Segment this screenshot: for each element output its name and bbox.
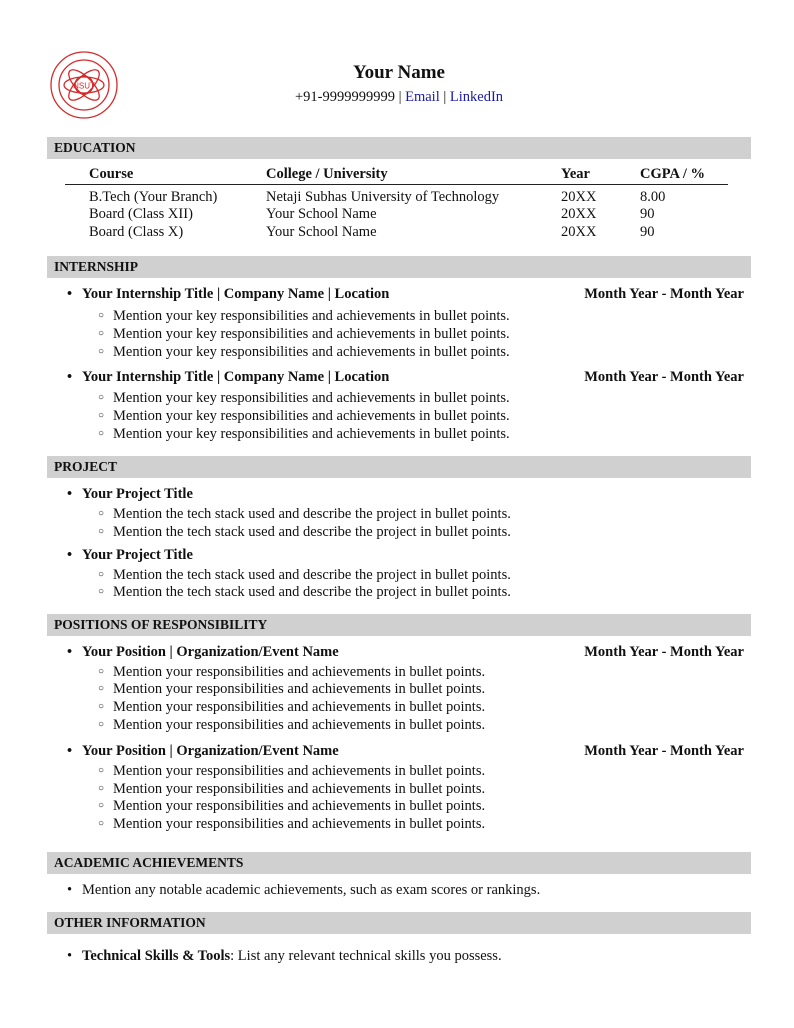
bullet-point: Mention the tech stack used and describe… [98, 523, 511, 541]
skills-label: Technical Skills & Tools [82, 948, 231, 964]
bullet-point: Mention your key responsibilities and ac… [98, 307, 510, 325]
skills-line: Technical Skills & Tools: List any relev… [67, 947, 502, 965]
phone: +91-9999999999 [294, 89, 395, 105]
section-title: OTHER INFORMATION [54, 915, 206, 930]
entry-heading: Your Project Title [67, 485, 193, 503]
separator: | [443, 89, 447, 105]
entry-date: Month Year - Month Year [584, 743, 744, 759]
table-rule [65, 184, 728, 185]
entry-date: Month Year - Month Year [584, 286, 744, 302]
contact-line: +91-9999999999 | Email | LinkedIn [0, 88, 794, 106]
section-title: POSITIONS OF RESPONSIBILITY [54, 617, 268, 632]
email-link[interactable]: Email [405, 89, 440, 105]
bullet-point: Mention your key responsibilities and ac… [98, 407, 510, 425]
skills-text: : List any relevant technical skills you… [230, 948, 502, 964]
bullet-point: Mention your key responsibilities and ac… [98, 389, 510, 407]
section-title: ACADEMIC ACHIEVEMENTS [54, 855, 244, 870]
bullet-point: Mention your responsibilities and achiev… [98, 780, 485, 798]
entry-heading: Your Internship Title | Company Name | L… [67, 285, 389, 303]
bullet-point: Mention any notable academic achievement… [67, 881, 540, 899]
bullet-point: Mention your responsibilities and achiev… [98, 698, 485, 716]
entry-date: Month Year - Month Year [584, 369, 744, 385]
section-internship: INTERNSHIP [47, 256, 751, 278]
candidate-name: Your Name [352, 62, 445, 83]
bullet-point: Mention your responsibilities and achiev… [98, 815, 485, 833]
bullet-point: Mention your responsibilities and achiev… [98, 663, 485, 681]
section-other: OTHER INFORMATION [47, 912, 751, 934]
bullet-point: Mention the tech stack used and describe… [98, 505, 511, 523]
table-cell: Your School Name [266, 224, 377, 240]
table-cell: 20XX [561, 206, 597, 222]
section-academic: ACADEMIC ACHIEVEMENTS [47, 852, 751, 874]
table-cell: 8.00 [640, 189, 666, 205]
table-cell: Board (Class X) [89, 224, 184, 240]
bullet-point: Mention the tech stack used and describe… [98, 566, 511, 584]
bullet-point: Mention the tech stack used and describe… [98, 583, 511, 601]
table-cell: Your School Name [266, 206, 377, 222]
entry-date: Month Year - Month Year [584, 644, 744, 660]
bullet-point: Mention your responsibilities and achiev… [98, 762, 485, 780]
section-education: EDUCATION [47, 137, 751, 159]
table-cell: 20XX [561, 189, 597, 205]
bullet-point: Mention your key responsibilities and ac… [98, 425, 510, 443]
table-cell: B.Tech (Your Branch) [89, 189, 218, 205]
nsut-logo: NSUT [50, 51, 118, 119]
entry-heading: Your Position | Organization/Event Name [67, 742, 339, 760]
entry-heading: Your Internship Title | Company Name | L… [67, 368, 389, 386]
section-title: EDUCATION [54, 140, 136, 155]
table-cell: Board (Class XII) [89, 206, 193, 222]
svg-text:NSUT: NSUT [73, 82, 95, 91]
bullet-point: Mention your responsibilities and achiev… [98, 797, 485, 815]
bullet-point: Mention your key responsibilities and ac… [98, 343, 510, 361]
bullet-point: Mention your responsibilities and achiev… [98, 680, 485, 698]
col-course: Course [89, 166, 134, 182]
section-project: PROJECT [47, 456, 751, 478]
table-cell: Netaji Subhas University of Technology [266, 189, 500, 205]
linkedin-link[interactable]: LinkedIn [449, 89, 504, 105]
entry-heading: Your Position | Organization/Event Name [67, 643, 339, 661]
table-cell: 20XX [561, 224, 597, 240]
bullet-point: Mention your responsibilities and achiev… [98, 716, 485, 734]
entry-heading: Your Project Title [67, 546, 193, 564]
table-cell: 90 [640, 224, 655, 240]
bullet-point: Mention your key responsibilities and ac… [98, 325, 510, 343]
separator: | [398, 89, 402, 105]
table-cell: 90 [640, 206, 655, 222]
section-positions: POSITIONS OF RESPONSIBILITY [47, 614, 751, 636]
col-year: Year [561, 166, 590, 182]
section-title: INTERNSHIP [54, 259, 139, 274]
col-college: College / University [266, 166, 388, 182]
col-cgpa: CGPA / % [640, 166, 705, 182]
section-title: PROJECT [54, 459, 118, 474]
